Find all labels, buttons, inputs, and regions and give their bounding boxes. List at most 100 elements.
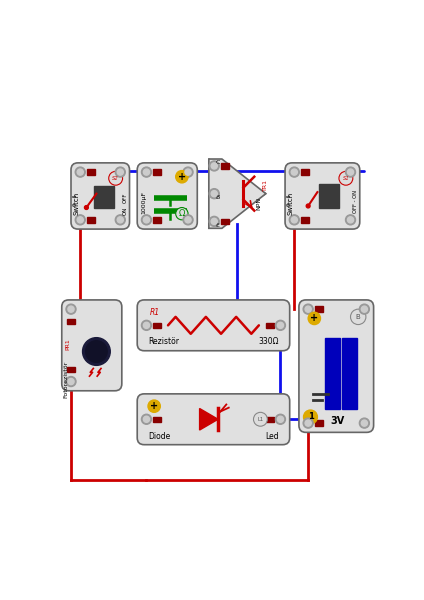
Text: 1: 1 <box>307 412 313 421</box>
Bar <box>221 218 229 224</box>
Text: OFF - ON: OFF - ON <box>353 190 357 213</box>
Bar <box>301 169 309 175</box>
Circle shape <box>308 312 321 325</box>
Bar <box>87 169 95 175</box>
FancyBboxPatch shape <box>137 394 290 445</box>
Circle shape <box>75 167 85 177</box>
Circle shape <box>360 304 369 314</box>
Text: C: C <box>216 160 220 165</box>
Text: +: + <box>178 172 186 182</box>
Circle shape <box>185 169 191 175</box>
Text: 0 - 1: 0 - 1 <box>73 194 78 206</box>
Circle shape <box>75 215 85 225</box>
Circle shape <box>209 161 219 171</box>
Circle shape <box>209 188 219 199</box>
Bar <box>266 323 273 328</box>
Bar <box>221 163 229 169</box>
Text: E: E <box>216 223 220 227</box>
Polygon shape <box>209 159 266 229</box>
Circle shape <box>143 169 150 175</box>
Bar <box>325 338 340 409</box>
Circle shape <box>143 416 150 422</box>
Circle shape <box>277 322 284 328</box>
Text: B: B <box>356 314 360 320</box>
FancyBboxPatch shape <box>137 300 290 351</box>
Text: +: + <box>310 313 318 323</box>
Text: +: + <box>150 401 158 411</box>
Text: Ω: Ω <box>179 209 185 218</box>
Circle shape <box>347 169 354 175</box>
Circle shape <box>289 215 299 225</box>
Text: PR1: PR1 <box>65 338 70 350</box>
Circle shape <box>346 167 355 177</box>
Circle shape <box>211 218 217 224</box>
Bar <box>315 421 323 426</box>
Text: Rezistör: Rezistör <box>148 337 179 346</box>
Circle shape <box>142 167 151 177</box>
Text: Fotorezistör: Fotorezistör <box>63 361 68 398</box>
FancyBboxPatch shape <box>285 163 360 229</box>
Circle shape <box>185 217 191 223</box>
Circle shape <box>209 217 219 226</box>
Circle shape <box>84 206 88 209</box>
Circle shape <box>277 416 284 422</box>
Circle shape <box>148 400 160 412</box>
Circle shape <box>142 215 151 225</box>
Circle shape <box>183 215 193 225</box>
Bar <box>342 338 357 409</box>
Text: R1: R1 <box>150 308 160 317</box>
Bar <box>67 367 75 372</box>
Circle shape <box>305 306 311 312</box>
Bar <box>153 169 161 175</box>
Circle shape <box>303 304 313 314</box>
Text: OFF: OFF <box>123 192 127 203</box>
Circle shape <box>77 217 84 223</box>
Circle shape <box>254 412 268 426</box>
Text: L1: L1 <box>257 417 264 422</box>
Text: TR1: TR1 <box>262 179 268 191</box>
Text: S1: S1 <box>343 176 349 181</box>
Circle shape <box>306 204 310 208</box>
Circle shape <box>115 167 125 177</box>
Text: B: B <box>216 195 220 200</box>
Bar <box>87 217 95 223</box>
Text: ON: ON <box>123 206 127 215</box>
Text: Switch: Switch <box>73 192 79 215</box>
Circle shape <box>304 410 318 424</box>
Circle shape <box>291 217 297 223</box>
Circle shape <box>117 217 123 223</box>
Bar <box>319 184 339 208</box>
Circle shape <box>143 217 150 223</box>
Circle shape <box>77 169 84 175</box>
Circle shape <box>303 418 313 428</box>
Polygon shape <box>200 409 218 430</box>
Circle shape <box>86 341 107 362</box>
PathPatch shape <box>209 159 266 229</box>
Circle shape <box>360 418 369 428</box>
Bar <box>67 319 75 324</box>
Bar <box>266 416 273 422</box>
FancyBboxPatch shape <box>299 300 374 433</box>
Circle shape <box>339 172 353 185</box>
Circle shape <box>176 208 188 220</box>
Circle shape <box>142 414 151 424</box>
Circle shape <box>305 420 311 426</box>
Text: Led: Led <box>265 432 279 441</box>
FancyBboxPatch shape <box>71 163 129 229</box>
Circle shape <box>183 167 193 177</box>
Circle shape <box>211 163 217 169</box>
Circle shape <box>66 304 76 314</box>
Bar <box>153 416 161 422</box>
Bar <box>153 217 161 223</box>
Circle shape <box>361 306 368 312</box>
Text: 3V: 3V <box>330 416 345 426</box>
Circle shape <box>361 420 368 426</box>
Circle shape <box>109 172 123 185</box>
Circle shape <box>351 309 366 325</box>
Text: Diode: Diode <box>148 432 170 441</box>
Circle shape <box>276 320 285 331</box>
Text: 1000μF: 1000μF <box>141 191 146 214</box>
Circle shape <box>83 338 110 365</box>
Circle shape <box>143 322 150 328</box>
Circle shape <box>276 414 285 424</box>
